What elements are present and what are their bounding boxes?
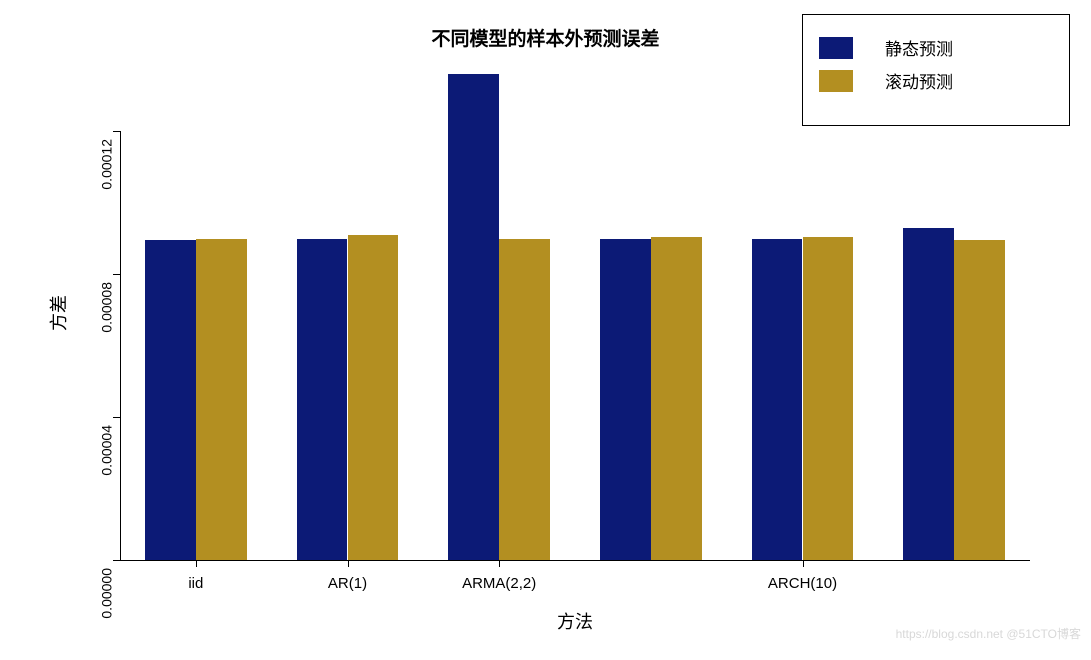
y-tick bbox=[113, 131, 120, 132]
plot-area bbox=[120, 60, 1030, 560]
bar bbox=[803, 237, 854, 560]
x-tick bbox=[499, 560, 500, 567]
x-axis-label: 方法 bbox=[120, 608, 1030, 634]
bar bbox=[752, 239, 803, 560]
bar bbox=[903, 228, 954, 560]
bar bbox=[196, 239, 247, 560]
y-tick bbox=[113, 560, 120, 561]
chart-container: 不同模型的样本外预测误差 方差 方法 静态预测滚动预测 https://blog… bbox=[0, 0, 1091, 660]
bar bbox=[448, 74, 499, 560]
x-axis bbox=[120, 560, 1030, 561]
x-tick-label: iid bbox=[136, 575, 256, 592]
legend: 静态预测滚动预测 bbox=[802, 14, 1070, 126]
x-tick bbox=[196, 560, 197, 567]
y-tick-label: 0.00004 bbox=[99, 425, 115, 476]
y-tick bbox=[113, 274, 120, 275]
y-tick-label: 0.00000 bbox=[99, 568, 115, 619]
y-axis-label: 方差 bbox=[45, 295, 71, 331]
legend-swatch bbox=[819, 37, 853, 59]
y-tick-label: 0.00008 bbox=[99, 282, 115, 333]
y-axis bbox=[120, 131, 121, 560]
legend-item: 滚动预测 bbox=[819, 68, 1053, 93]
legend-label: 静态预测 bbox=[885, 35, 953, 60]
y-tick-label: 0.00012 bbox=[99, 139, 115, 190]
x-tick bbox=[348, 560, 349, 567]
y-tick bbox=[113, 417, 120, 418]
bar bbox=[954, 240, 1005, 560]
bar bbox=[499, 239, 550, 560]
legend-item: 静态预测 bbox=[819, 35, 1053, 60]
x-tick-label: ARMA(2,2) bbox=[439, 575, 559, 592]
legend-label: 滚动预测 bbox=[885, 68, 953, 93]
bar bbox=[297, 239, 348, 560]
watermark: https://blog.csdn.net @51CTO博客 bbox=[896, 625, 1081, 642]
x-tick-label: ARCH(10) bbox=[743, 575, 863, 592]
x-tick bbox=[803, 560, 804, 567]
bar bbox=[651, 237, 702, 560]
bar bbox=[348, 235, 399, 560]
x-tick-label: AR(1) bbox=[288, 575, 408, 592]
bar bbox=[145, 240, 196, 560]
bar bbox=[600, 239, 651, 560]
legend-swatch bbox=[819, 70, 853, 92]
